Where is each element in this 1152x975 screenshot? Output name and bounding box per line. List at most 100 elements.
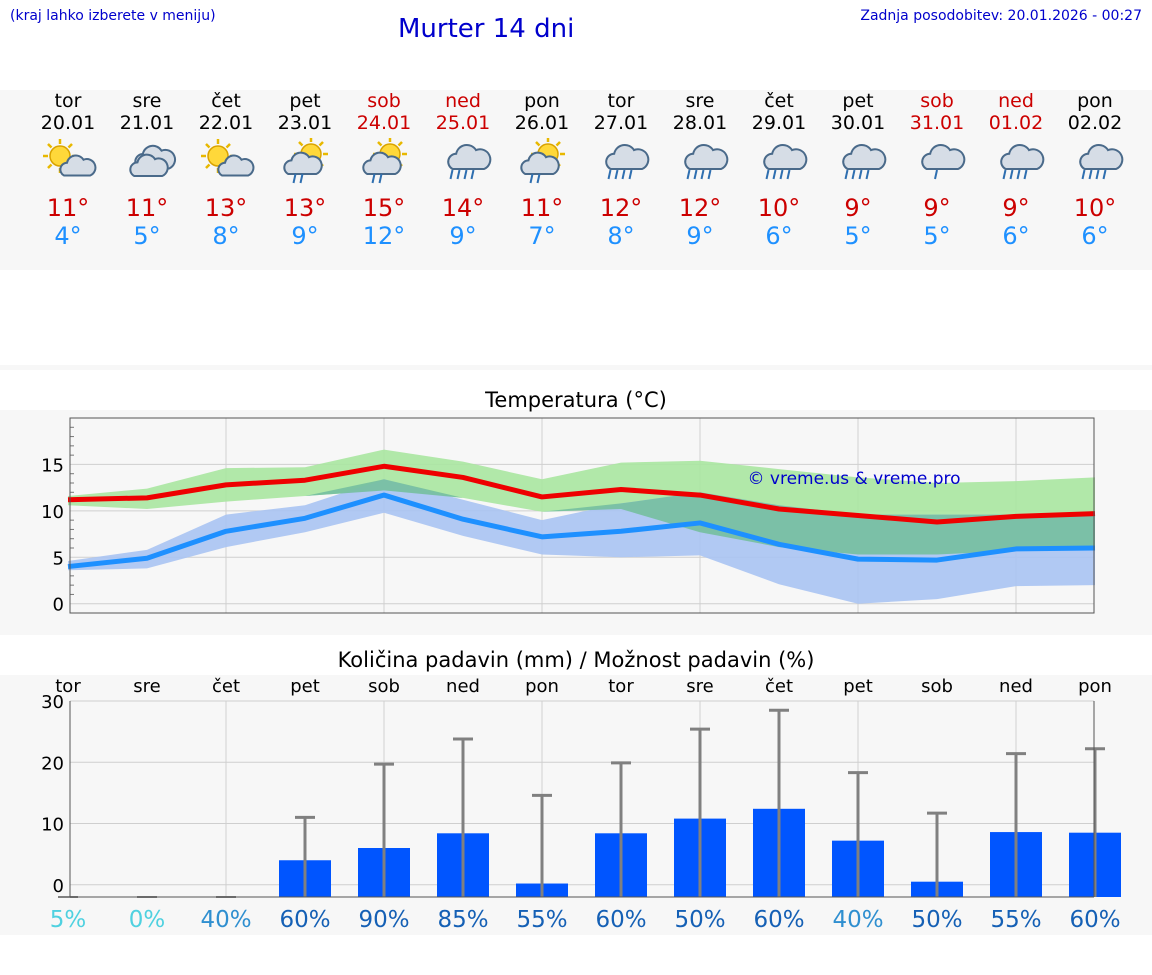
cloudy-icon: [129, 144, 176, 177]
x-category-label: sre: [686, 676, 713, 697]
y-tick-label: 5: [53, 548, 64, 569]
precip-probability-label: 90%: [358, 907, 409, 933]
x-category-label: pet: [290, 676, 320, 697]
day-date: 26.01: [514, 112, 570, 134]
day-weekday: pon: [524, 90, 560, 112]
day-min-temp: 4°: [54, 222, 82, 250]
temperature-chart: 0 5 10 15 © vreme.us & vreme.pro: [41, 417, 1096, 616]
day-weekday: sre: [685, 90, 715, 112]
day-date: 28.01: [672, 112, 728, 134]
day-column: sre 21.01 11° 5°: [107, 90, 187, 250]
sun-cloud-rain-icon: [283, 138, 328, 184]
day-weekday: tor: [607, 90, 635, 112]
day-max-temp: 13°: [283, 194, 327, 222]
day-weekday: pet: [289, 90, 321, 112]
x-category-label: tor: [55, 676, 81, 697]
last-updated: Zadnja posodobitev: 20.01.2026 - 00:27: [860, 8, 1142, 24]
precip-probability-label: 60%: [1069, 907, 1120, 933]
cloud-rain-icon: [1079, 143, 1124, 180]
day-weekday: sre: [132, 90, 162, 112]
min-temp-line: [67, 492, 1096, 570]
day-date: 01.02: [988, 112, 1044, 134]
day-max-temp: 12°: [599, 194, 643, 222]
x-category-label: pet: [843, 676, 873, 697]
day-min-temp: 6°: [1002, 222, 1030, 250]
day-min-temp: 8°: [607, 222, 635, 250]
day-max-temp: 14°: [441, 194, 485, 222]
temperature-chart-title: Temperatura (°C): [485, 388, 667, 412]
day-max-temp: 10°: [757, 194, 801, 222]
day-date: 23.01: [277, 112, 333, 134]
day-weekday: sob: [367, 90, 401, 112]
x-category-label: pon: [1078, 676, 1112, 697]
day-max-temp: 15°: [362, 194, 406, 222]
x-category-label: čet: [212, 676, 240, 697]
y-tick-label: 10: [41, 815, 64, 836]
day-max-temp: 9°: [844, 194, 872, 222]
y-tick-label: 10: [41, 502, 64, 523]
y-tick-label: 0: [53, 876, 64, 897]
day-max-temp: 11°: [46, 194, 90, 222]
day-column: tor 27.01 12° 8°: [581, 90, 661, 250]
sun-cloud-icon: [201, 139, 255, 177]
x-category-label: čet: [765, 676, 793, 697]
cloud-rain-icon: [842, 143, 887, 180]
day-column: ned 25.01 14° 9°: [423, 90, 503, 250]
day-max-temp: 11°: [125, 194, 169, 222]
day-max-temp: 11°: [520, 194, 564, 222]
day-column: sre 28.01 12° 9°: [660, 90, 740, 250]
y-tick-label: 20: [41, 753, 64, 774]
day-min-temp: 12°: [362, 222, 406, 250]
day-date: 21.01: [119, 112, 175, 134]
precip-probability-label: 55%: [516, 907, 567, 933]
day-weekday: ned: [998, 90, 1034, 112]
day-weekday: čet: [764, 90, 794, 112]
cloud-rain-icon: [447, 143, 492, 180]
day-column: pet 30.01 9° 5°: [818, 90, 898, 250]
x-category-label: pon: [525, 676, 559, 697]
daily-forecast: tor 20.01 11° 4° sre 21.01 11° 5° čet 22.01 13° 8° p…: [0, 90, 1152, 250]
day-column: pon 26.01 11° 7°: [502, 90, 582, 250]
day-date: 27.01: [593, 112, 649, 134]
precip-probability-label: 85%: [437, 907, 488, 933]
precip-probability-label: 40%: [200, 907, 251, 933]
day-min-temp: 7°: [528, 222, 556, 250]
day-min-temp: 9°: [291, 222, 319, 250]
x-category-label: tor: [608, 676, 634, 697]
plot-border: [69, 417, 1095, 614]
location-hint: (kraj lahko izberete v meniju): [10, 8, 216, 24]
x-category-label: sre: [133, 676, 160, 697]
cloud-rain-icon: [1000, 143, 1045, 180]
forecast-band: [0, 90, 1152, 270]
precip-probability-label: 0%: [129, 907, 166, 933]
precip-probability-label: 55%: [990, 907, 1041, 933]
precip-probability-label: 50%: [674, 907, 725, 933]
day-max-temp: 9°: [1002, 194, 1030, 222]
y-tick-label: 0: [53, 595, 64, 616]
day-max-temp: 13°: [204, 194, 248, 222]
plot-area: [70, 701, 1094, 897]
precip-probability-label: 60%: [753, 907, 804, 933]
day-column: sob 24.01 15° 12°: [344, 90, 424, 250]
cloud-light-rain-icon: [921, 143, 966, 180]
day-weekday: tor: [54, 90, 82, 112]
day-date: 20.01: [40, 112, 96, 134]
precip-probability-label: 50%: [911, 907, 962, 933]
day-weekday: sob: [920, 90, 954, 112]
day-min-temp: 6°: [765, 222, 793, 250]
precipitation-chart: tor sre čet pet sob ned pon tor sre čet pet sob ned p…: [41, 676, 1121, 933]
day-weekday: ned: [445, 90, 481, 112]
cloud-rain-icon: [763, 143, 808, 180]
day-max-temp: 9°: [923, 194, 951, 222]
day-date: 02.02: [1067, 112, 1123, 134]
x-category-label: ned: [446, 676, 480, 697]
cloud-rain-icon: [605, 143, 650, 180]
day-min-temp: 5°: [133, 222, 161, 250]
day-date: 31.01: [909, 112, 965, 134]
day-column: pon 02.02 10° 6°: [1055, 90, 1135, 250]
page-title: Murter 14 dni: [398, 14, 575, 44]
precip-probability-label: 5%: [50, 907, 87, 933]
day-min-temp: 5°: [844, 222, 872, 250]
day-column: pet 23.01 13° 9°: [265, 90, 345, 250]
day-date: 29.01: [751, 112, 807, 134]
